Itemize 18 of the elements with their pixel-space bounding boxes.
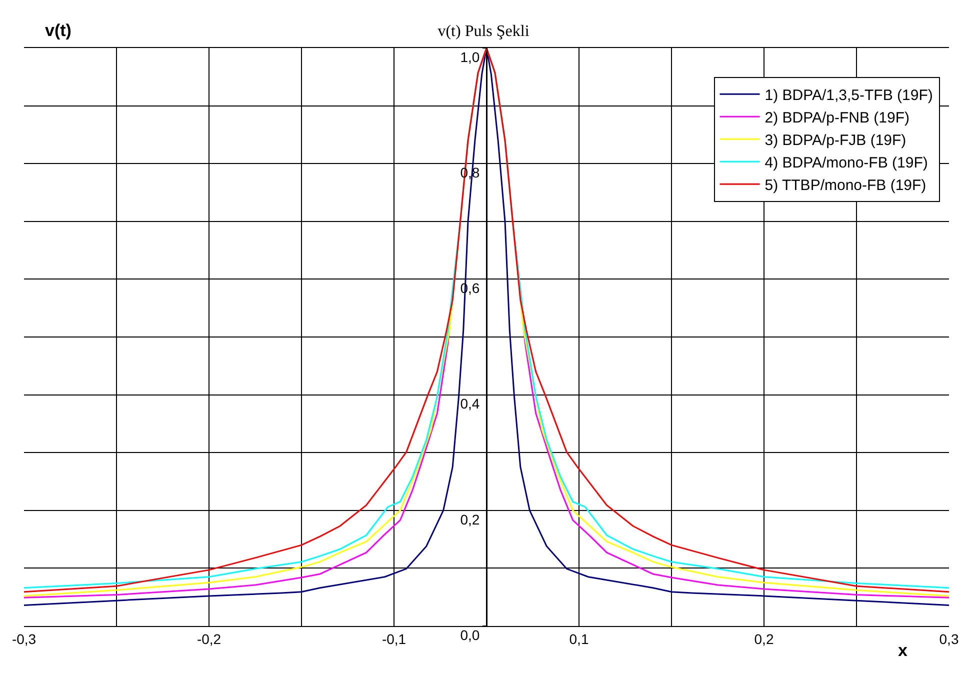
y-tick-label: 0,2 [460, 511, 480, 528]
y-tick-label: 0,4 [460, 396, 480, 412]
y-axis-title: v(t) [45, 21, 72, 40]
x-axis-title: x [898, 641, 908, 660]
x-tick-label: -0,1 [382, 630, 406, 647]
y-tick-label: 1,0 [460, 48, 480, 65]
legend-label: 2) BDPA/p-FNB (19F) [764, 110, 910, 126]
x-tick-label: 0,1 [569, 630, 589, 647]
y-tick-label: 0,0 [460, 626, 480, 643]
x-tick-label: -0,2 [196, 630, 222, 647]
legend-label: 3) BDPA/p-FJB (19F) [764, 132, 906, 149]
x-tick-label: 0,2 [754, 630, 774, 647]
legend-label: 4) BDPA/mono-FB (19F) [764, 154, 928, 172]
legend-label: 5) TTBP/mono-FB (19F) [764, 177, 926, 194]
chart-title: v(t) Puls Şekli [438, 23, 530, 40]
x-tick-label: -0,3 [12, 630, 36, 647]
x-tick-label: 0,3 [939, 630, 959, 647]
legend-label: 1) BDPA/1,3,5-TFB (19F) [764, 87, 933, 104]
